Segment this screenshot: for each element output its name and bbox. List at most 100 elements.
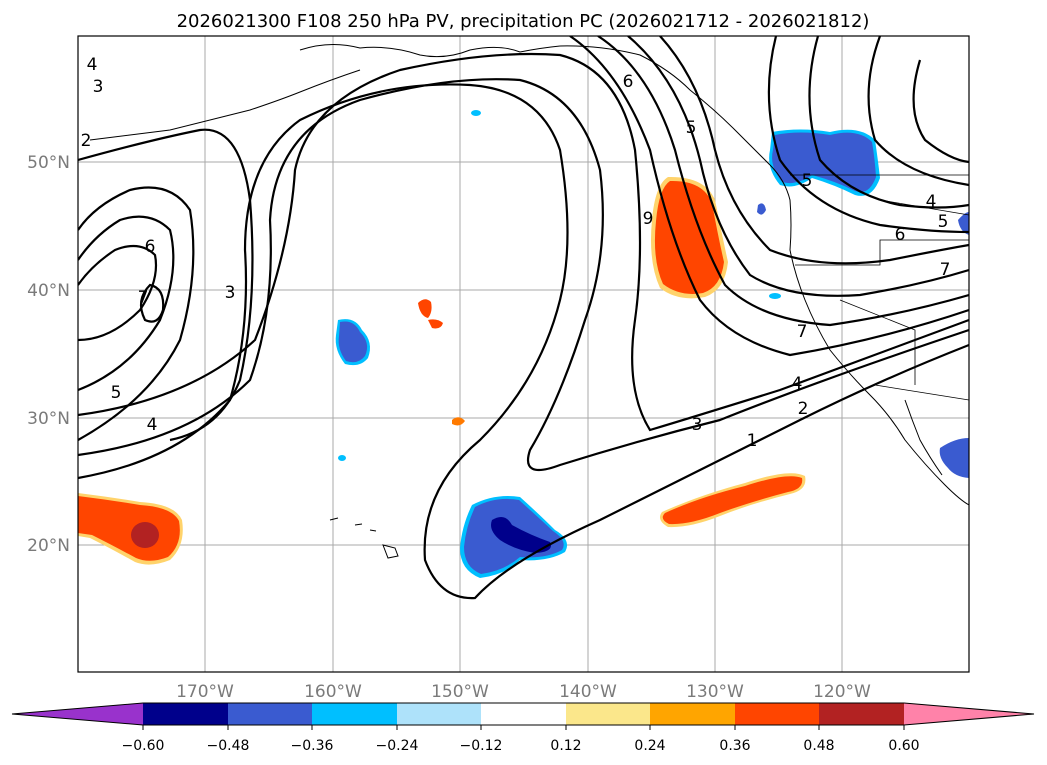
colorbar-segment — [228, 703, 312, 725]
precip-negative-hawaii-core — [491, 516, 551, 553]
contour-label: 5 — [938, 212, 949, 232]
contour-label: 3 — [93, 77, 104, 97]
map-panel: 4 3 2 6 7 3 5 4 6 5 9 5 4 5 6 7 7 4 2 3 — [27, 35, 970, 702]
border-states-1 — [795, 239, 969, 266]
colorbar-segment — [735, 703, 819, 725]
pv-contour-west-core — [139, 283, 165, 323]
precip-negative-mexico — [939, 438, 969, 478]
contour-label: 9 — [643, 209, 654, 229]
colorbar-tick-label: −0.60 — [122, 738, 165, 754]
lat-label-20n: 20°N — [27, 536, 70, 556]
pv-contour-12 — [912, 59, 969, 164]
border-us-mexico — [874, 384, 969, 401]
figure-title: 2026021300 F108 250 hPa PV, precipitatio… — [177, 11, 870, 32]
coastlines — [89, 44, 969, 559]
contour-label: 3 — [225, 283, 236, 303]
colorbar-extend-high — [904, 703, 1034, 725]
contour-label: 7 — [940, 260, 951, 280]
pv-contour-2 — [78, 78, 969, 472]
precip-negative-spot-2 — [769, 293, 781, 299]
contour-label: 3 — [692, 415, 703, 435]
colorbar-segment — [819, 703, 904, 725]
contour-label: 7 — [138, 288, 149, 308]
contour-label: 2 — [798, 399, 809, 419]
colorbar-tick-label: −0.12 — [460, 738, 503, 754]
lon-label-150w: 150°W — [431, 682, 489, 702]
colorbar-segment — [312, 703, 397, 725]
contour-label: 5 — [111, 383, 122, 403]
contour-label: 5 — [802, 171, 813, 191]
pv-contour-8 — [659, 36, 969, 265]
pv-contour-5 — [569, 36, 969, 357]
contour-label: 6 — [895, 225, 906, 245]
contour-label: 4 — [792, 374, 803, 394]
contour-label: 6 — [145, 237, 156, 257]
pv-contour-4 — [78, 128, 254, 442]
pv-contour-11 — [867, 36, 969, 187]
colorbar-tick-label: 0.60 — [888, 738, 919, 754]
colorbar-tick-label: −0.36 — [291, 738, 334, 754]
precip-positive-spot-1 — [418, 299, 432, 318]
lon-label-120w: 120°W — [813, 682, 871, 702]
contour-label: 5 — [686, 118, 697, 138]
precip-positive-band — [662, 476, 803, 525]
coast-aleutians — [89, 69, 361, 141]
lon-label-130w: 130°W — [686, 682, 744, 702]
pv-contour-10 — [808, 36, 969, 209]
colorbar-ticks — [142, 725, 905, 730]
coast-baja — [904, 399, 943, 476]
contour-label: 1 — [747, 431, 758, 451]
coast-alaska — [299, 44, 561, 58]
pv-contour-west-mid — [78, 215, 175, 392]
pv-contour-9 — [767, 36, 969, 234]
contour-label: 2 — [81, 131, 92, 151]
colorbar-tick-label: 0.48 — [803, 738, 834, 754]
lon-label-160w: 160°W — [304, 682, 362, 702]
coast-hawaii-big-island — [382, 544, 399, 559]
precip-negative-spot-3 — [471, 110, 481, 116]
colorbar-tick-label: 0.24 — [634, 738, 665, 754]
precip-positive-spot-3 — [452, 417, 465, 426]
contour-label: 7 — [797, 322, 808, 342]
colorbar-segment — [566, 703, 650, 725]
colorbar-segment — [650, 703, 735, 725]
coast-gulf-of-alaska — [559, 45, 771, 166]
pv-contour-3 — [78, 52, 969, 432]
precip-negative-east-edge — [958, 212, 969, 235]
map-frame — [77, 35, 970, 673]
colorbar-tick-labels: −0.60 −0.48 −0.36 −0.24 −0.12 0.12 0.24 … — [122, 738, 920, 754]
precip-negative-spot-4 — [338, 455, 346, 461]
colorbar-tick-label: 0.36 — [719, 738, 750, 754]
precip-positive-west-core — [131, 522, 159, 548]
pv-contour-west-outer — [78, 186, 195, 441]
precip-positive-coast — [654, 180, 724, 294]
pv-contour-1 — [78, 83, 969, 600]
colorbar-tick-label: −0.48 — [207, 738, 250, 754]
colorbar-extend-low — [12, 703, 143, 725]
contour-label: 4 — [926, 192, 937, 212]
gridlines — [78, 36, 969, 672]
coast-west-america — [769, 164, 969, 506]
colorbar: −0.60 −0.48 −0.36 −0.24 −0.12 0.12 0.24 … — [11, 702, 1035, 754]
longitude-labels: 170°W 160°W 150°W 140°W 130°W 120°W — [176, 682, 871, 702]
coast-hawaii-islands — [329, 517, 377, 532]
lat-label-50n: 50°N — [27, 153, 70, 173]
precipitation-fills — [78, 110, 969, 578]
colorbar-segment — [481, 703, 566, 725]
pv-contour-6 — [597, 36, 969, 327]
contour-label: 4 — [147, 415, 158, 435]
precip-negative-spot-1 — [757, 203, 766, 215]
precip-negative-mid — [338, 321, 368, 363]
contour-labels: 4 3 2 6 7 3 5 4 6 5 9 5 4 5 6 7 7 4 2 3 — [81, 55, 951, 451]
colorbar-segment — [397, 703, 481, 725]
lon-label-170w: 170°W — [176, 682, 234, 702]
pv-contour-7 — [627, 36, 969, 297]
lat-label-40n: 40°N — [27, 281, 70, 301]
pv-contours — [78, 36, 969, 600]
lat-label-30n: 30°N — [27, 409, 70, 429]
contour-label: 6 — [623, 72, 634, 92]
lon-label-140w: 140°W — [559, 682, 617, 702]
colorbar-tick-label: 0.12 — [550, 738, 581, 754]
latitude-labels: 50°N 40°N 30°N 20°N — [27, 153, 70, 556]
